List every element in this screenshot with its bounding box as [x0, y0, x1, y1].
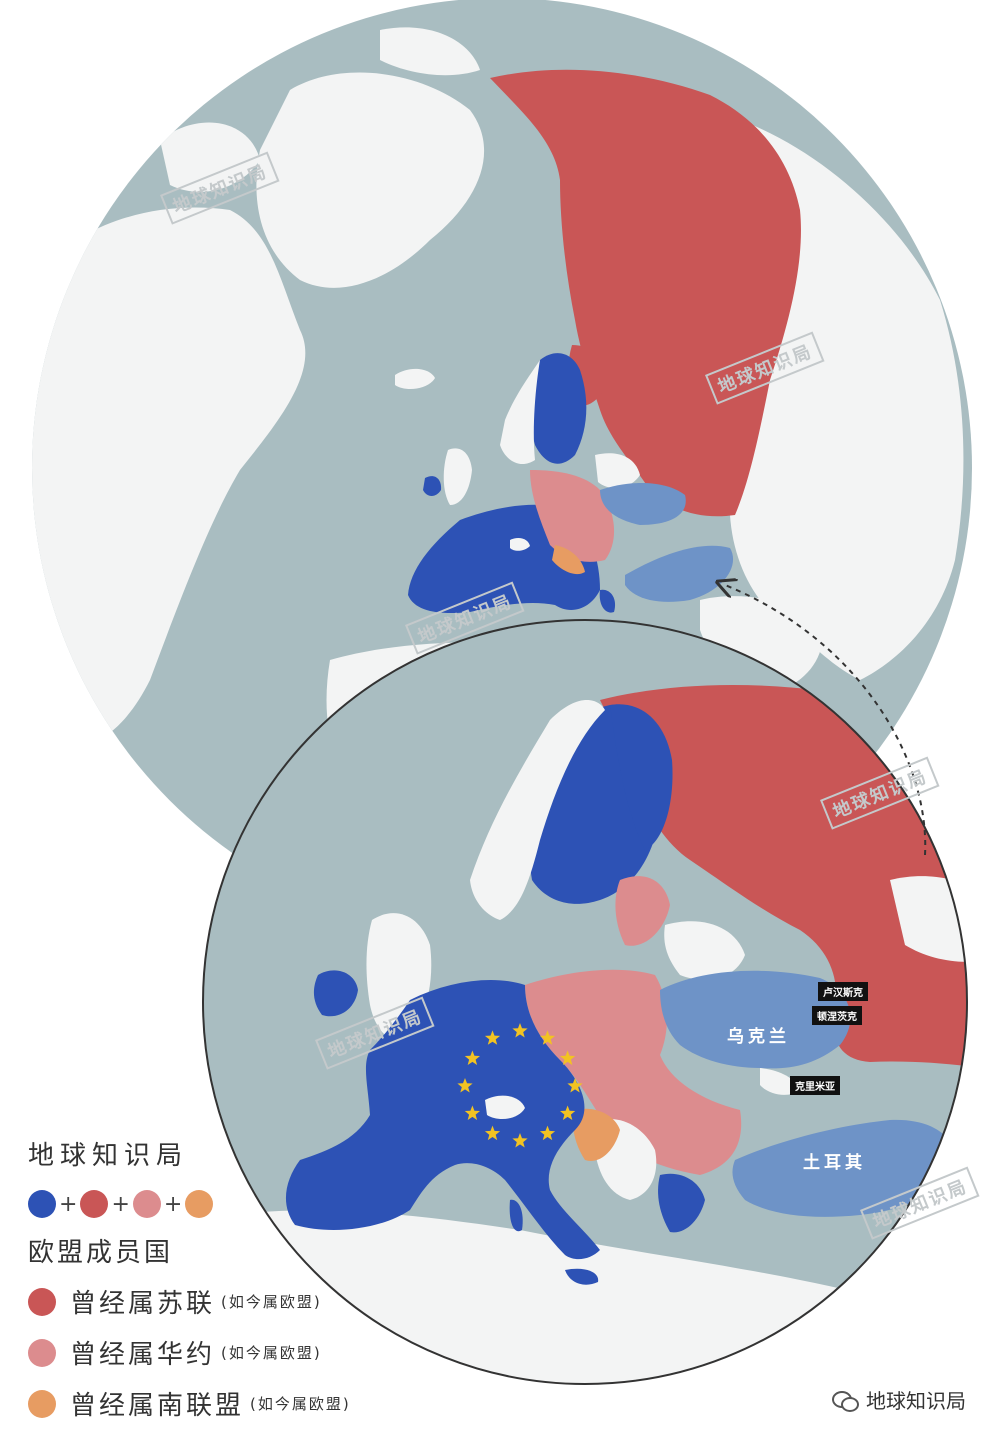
label-crimea: 克里米亚 [790, 1076, 840, 1095]
yugoslavia-color-swatch [185, 1190, 214, 1218]
greece-eu [599, 589, 616, 613]
legend-swatch [28, 1287, 56, 1316]
north-america-land [32, 207, 306, 748]
legend-item-note: (如今属欧盟) [250, 1395, 351, 1413]
legend-item-label: 曾经属华约 [70, 1340, 216, 1370]
eu-star-icon [464, 1105, 480, 1120]
uk-land [443, 448, 472, 505]
legend-item-note: (如今属欧盟) [221, 1344, 322, 1362]
ireland-eu [423, 476, 442, 496]
label-lugansk: 卢汉斯克 [818, 982, 868, 1001]
plus-sign: + [111, 1191, 130, 1217]
zoom-sardinia-eu [509, 1199, 523, 1232]
switzerland-land [510, 538, 530, 551]
ussr-color-swatch [80, 1190, 109, 1218]
eu-star-icon [484, 1030, 501, 1045]
legend-item: 曾经属南联盟 (如今属欧盟) [28, 1385, 351, 1422]
legend-color-sum: + + + [28, 1190, 351, 1218]
eu-star-icon [539, 1030, 556, 1045]
zoom-yugoslavia-region [573, 1108, 620, 1161]
label-ukraine: 乌克兰 [727, 1027, 790, 1047]
arctic-islands [380, 27, 480, 76]
zoom-belarus-land [664, 921, 745, 980]
dashed-arrow [725, 585, 927, 856]
zoom-greece-eu [658, 1173, 705, 1233]
greenland-land [256, 72, 485, 288]
zoom-ukraine-region [660, 970, 851, 1069]
legend-swatch [28, 1389, 56, 1418]
eu-color-swatch [28, 1190, 56, 1218]
legend-item: 曾经属华约 (如今属欧盟) [28, 1334, 351, 1371]
wechat-icon [832, 1389, 860, 1412]
legend-item-label: 曾经属南联盟 [70, 1391, 245, 1421]
eu-star-icon [512, 1133, 528, 1148]
zoom-border [202, 619, 968, 1385]
legend-item: 曾经属苏联 (如今属欧盟) [28, 1283, 351, 1320]
zoom-finland-eu [610, 704, 673, 850]
eu-star-icon [560, 1105, 576, 1120]
legend-title: 地球知识局 [28, 1141, 189, 1171]
eu-star-icon [484, 1125, 501, 1141]
norway-land [500, 360, 540, 465]
eu-star-icon [567, 1078, 583, 1093]
legend-item-label: 曾经属苏联 [70, 1289, 216, 1319]
footer-brand-text: 地球知识局 [866, 1389, 966, 1413]
eu-stars [457, 1023, 583, 1148]
eu-star-icon [457, 1078, 473, 1093]
turkey-region [625, 545, 734, 602]
zoom-norway-land [470, 700, 605, 920]
eu-star-icon [464, 1050, 480, 1065]
footer-brand: 地球知识局 [832, 1385, 966, 1414]
plus-sign: + [59, 1191, 78, 1217]
legend-swatch [28, 1338, 56, 1367]
scandinavia-eu [530, 353, 587, 464]
eu-star-icon [539, 1125, 556, 1141]
zoom-sicily-eu [565, 1268, 599, 1285]
zoom-baltics-region [615, 876, 670, 946]
iceland-land [395, 368, 435, 390]
label-turkey: 土耳其 [803, 1153, 866, 1173]
legend-item-note: (如今属欧盟) [221, 1293, 322, 1311]
yugoslavia-region [552, 545, 585, 575]
zoom-turkey-region [732, 1119, 955, 1217]
legend: 地球知识局 + + + 欧盟成员国 曾经属苏联 (如今属欧盟) 曾经属华约 (如… [28, 1135, 351, 1422]
zoom-warsaw-pact-region [525, 969, 742, 1175]
plus-sign: + [163, 1191, 183, 1217]
zoom-western-europe-eu [285, 980, 600, 1260]
ukraine-region [600, 483, 686, 525]
eu-star-icon [512, 1023, 528, 1038]
belarus-land [595, 453, 640, 489]
eu-star-icon [560, 1050, 576, 1065]
zoom-ireland-eu [313, 970, 358, 1017]
russia-region [490, 69, 801, 517]
label-donetsk: 顿涅茨克 [812, 1006, 862, 1025]
legend-eu-members: 欧盟成员国 [28, 1238, 174, 1268]
warsaw-pact-region [530, 470, 615, 562]
warsaw-color-swatch [132, 1190, 161, 1218]
zoom-switzerland-land [485, 1095, 525, 1120]
canada-islands [160, 122, 260, 192]
